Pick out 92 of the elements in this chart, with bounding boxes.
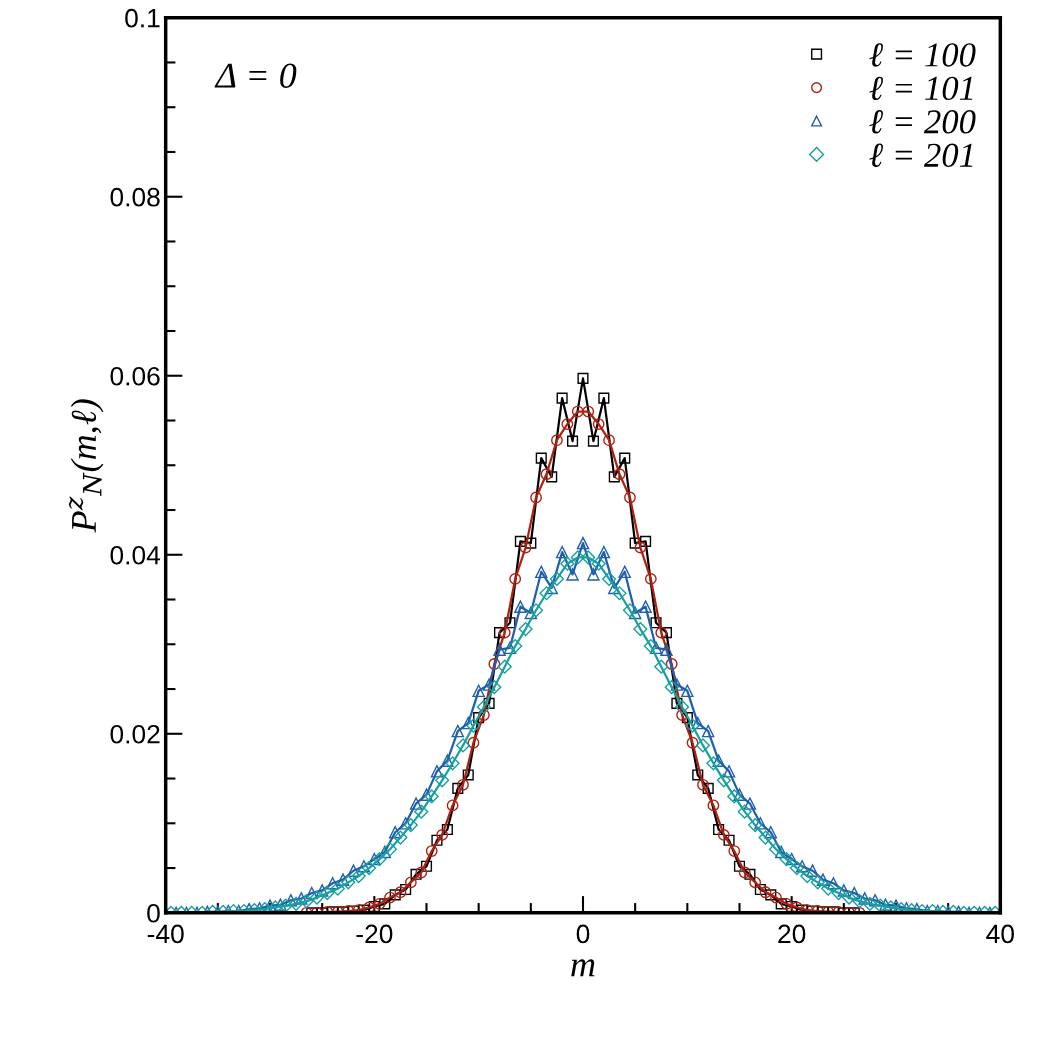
- point: [467, 736, 480, 749]
- point: [477, 709, 490, 721]
- legend-label: ℓ = 100: [869, 43, 976, 67]
- point: [587, 435, 599, 447]
- point: [738, 866, 751, 879]
- point: [530, 491, 542, 504]
- point: [431, 834, 443, 846]
- point: [420, 860, 433, 872]
- point: [425, 845, 438, 857]
- point: [634, 541, 647, 554]
- point: [488, 658, 501, 670]
- x-tick-label: -20: [356, 924, 393, 944]
- point: [577, 372, 589, 384]
- point: [436, 829, 449, 841]
- x-tick-label: 20: [778, 924, 806, 944]
- point: [759, 886, 772, 899]
- point: [603, 434, 615, 447]
- x-tick-label: 40: [986, 924, 1014, 944]
- point: [775, 898, 787, 910]
- point: [535, 452, 547, 464]
- point: [540, 468, 553, 481]
- y-tick-label: 0.02: [110, 724, 160, 744]
- point: [697, 778, 709, 791]
- point: [676, 709, 689, 721]
- y-tick-label: 0.1: [125, 8, 160, 28]
- y-axis-title: P$^{z}$$_{N}$(m,ℓ): [68, 399, 104, 533]
- point: [613, 468, 626, 481]
- x-tick-label: -40: [147, 924, 184, 944]
- point: [498, 626, 511, 639]
- point: [483, 697, 495, 709]
- point: [551, 434, 563, 447]
- legend-label: ℓ = 101: [869, 76, 973, 101]
- point: [717, 829, 730, 841]
- point: [733, 860, 746, 872]
- x-tick-label: 0: [576, 924, 590, 944]
- point: [394, 886, 407, 899]
- point: [665, 658, 678, 670]
- point: [509, 573, 522, 585]
- point: [754, 883, 766, 896]
- point: [707, 799, 720, 812]
- point: [744, 868, 756, 880]
- point: [457, 778, 469, 791]
- point: [749, 876, 762, 889]
- y-tick-label: 0.06: [110, 366, 160, 386]
- point: [582, 405, 595, 418]
- point: [384, 891, 396, 904]
- point: [640, 535, 652, 547]
- point: [389, 889, 401, 901]
- point: [567, 435, 579, 447]
- y-tick-label: 0.04: [110, 545, 161, 565]
- point: [592, 418, 605, 430]
- point: [728, 845, 741, 857]
- point: [514, 535, 526, 547]
- x-axis-title: m: [571, 959, 595, 977]
- point: [780, 897, 793, 910]
- point: [504, 617, 516, 629]
- point: [655, 626, 668, 639]
- point: [446, 799, 459, 812]
- point: [441, 823, 453, 836]
- y-tick-label: 0.08: [110, 187, 160, 207]
- point: [770, 891, 782, 904]
- point: [686, 736, 699, 749]
- point: [400, 883, 412, 896]
- point: [379, 898, 391, 910]
- point: [519, 541, 532, 554]
- annotation: Δ = 0: [214, 63, 297, 88]
- point: [644, 573, 657, 585]
- point: [452, 782, 464, 794]
- point: [702, 782, 714, 794]
- point: [373, 897, 386, 910]
- point: [624, 491, 636, 504]
- point: [525, 537, 537, 549]
- point: [723, 834, 735, 846]
- point: [713, 823, 725, 836]
- point: [556, 392, 568, 404]
- point: [692, 769, 704, 781]
- point: [404, 876, 417, 889]
- point: [571, 405, 584, 418]
- point: [671, 697, 683, 709]
- y-tick-label: 0: [147, 903, 160, 923]
- legend-label: ℓ = 201: [869, 143, 973, 167]
- point: [598, 392, 610, 404]
- point: [561, 418, 574, 430]
- point: [546, 471, 558, 483]
- point: [765, 889, 777, 901]
- point: [415, 866, 428, 879]
- legend-label: ℓ = 200: [869, 110, 976, 134]
- point: [619, 452, 631, 464]
- point: [462, 769, 474, 781]
- point: [410, 868, 422, 880]
- point: [650, 617, 662, 629]
- point: [608, 471, 620, 483]
